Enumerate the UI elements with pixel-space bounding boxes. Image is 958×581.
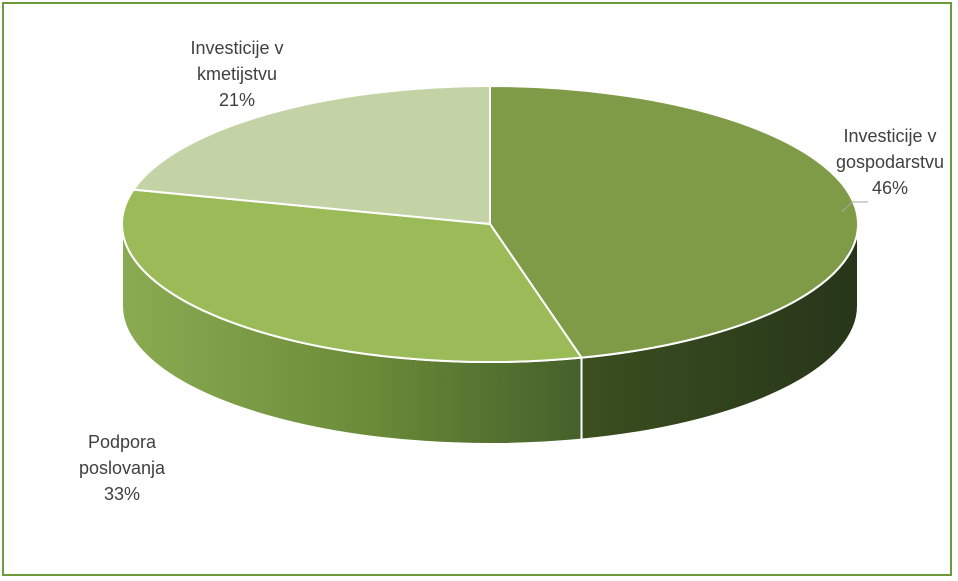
slice-value-0: 46% [872,178,908,198]
pie-labels: Investicije v gospodarstvu 46% Podpora poslo… [79,38,944,504]
pie-tops [121,85,859,363]
pie-chart: Investicije v gospodarstvu 46% Podpora poslo… [79,38,944,504]
slice-label-1: Podpora poslovanja 33% [79,432,166,504]
slice-name-line-1: Podpora [88,432,157,452]
slice-name-line-2: kmetijstvu [197,64,277,84]
slice-value-1: 33% [104,484,140,504]
slice-name-line-0: gospodarstvu [836,152,944,172]
pie-slice-2 [132,85,491,225]
slice-value-2: 21% [219,90,255,110]
slice-name-line-1: poslovanja [79,458,166,478]
slice-label-2: Investicije v kmetijstvu 21% [190,38,283,110]
pie-slice-1 [121,188,583,363]
slice-name-line-2: Investicije v [190,38,283,58]
slice-name-line-0: Investicije v [843,126,936,146]
leader-line-0 [841,201,868,213]
pie-leaders [841,201,868,213]
chart-frame: Investicije v gospodarstvu 46% Podpora poslo… [2,2,952,576]
slice-label-0: Investicije v gospodarstvu 46% [836,126,944,198]
pie-slice-0 [489,85,859,359]
